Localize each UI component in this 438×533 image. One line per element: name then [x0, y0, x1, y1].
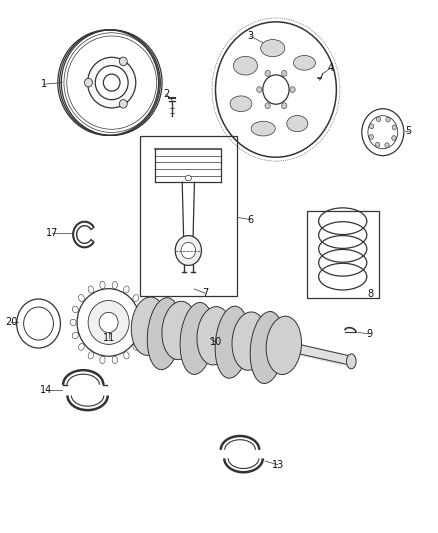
Ellipse shape — [133, 295, 139, 302]
Ellipse shape — [99, 312, 118, 333]
Ellipse shape — [232, 312, 267, 370]
Ellipse shape — [251, 121, 275, 136]
Ellipse shape — [133, 343, 139, 350]
Text: 7: 7 — [202, 288, 208, 298]
Text: 6: 6 — [247, 215, 254, 224]
Ellipse shape — [230, 96, 252, 111]
Text: 3: 3 — [247, 31, 254, 41]
Ellipse shape — [370, 124, 374, 129]
Ellipse shape — [88, 352, 94, 359]
Ellipse shape — [88, 58, 136, 108]
Ellipse shape — [181, 243, 195, 259]
Ellipse shape — [287, 116, 308, 132]
Ellipse shape — [78, 295, 85, 302]
Ellipse shape — [385, 143, 389, 148]
Ellipse shape — [392, 125, 396, 130]
Ellipse shape — [119, 57, 127, 66]
Ellipse shape — [77, 289, 140, 356]
Ellipse shape — [250, 311, 284, 384]
Ellipse shape — [72, 306, 78, 313]
Polygon shape — [285, 341, 350, 365]
Ellipse shape — [362, 109, 404, 156]
Ellipse shape — [266, 316, 301, 375]
Ellipse shape — [112, 356, 117, 364]
Text: 11: 11 — [102, 334, 115, 343]
Ellipse shape — [100, 356, 105, 364]
Ellipse shape — [282, 70, 287, 76]
Ellipse shape — [215, 22, 336, 157]
Text: 14: 14 — [40, 385, 52, 395]
Ellipse shape — [293, 55, 315, 70]
Ellipse shape — [282, 103, 287, 109]
Ellipse shape — [368, 116, 398, 149]
Text: 9: 9 — [366, 329, 372, 338]
Ellipse shape — [112, 281, 117, 289]
Ellipse shape — [124, 352, 129, 359]
Ellipse shape — [141, 319, 147, 326]
Ellipse shape — [180, 302, 214, 375]
Ellipse shape — [197, 306, 232, 365]
Text: 10: 10 — [210, 337, 222, 347]
Ellipse shape — [88, 286, 94, 293]
Ellipse shape — [139, 306, 145, 313]
Text: 1: 1 — [41, 79, 47, 89]
Ellipse shape — [124, 286, 129, 293]
Ellipse shape — [369, 134, 374, 139]
Ellipse shape — [72, 332, 78, 339]
Text: 20: 20 — [5, 318, 17, 327]
Ellipse shape — [265, 103, 270, 109]
Ellipse shape — [17, 299, 60, 348]
Ellipse shape — [95, 66, 128, 100]
Ellipse shape — [290, 87, 295, 93]
Ellipse shape — [147, 297, 181, 370]
Ellipse shape — [257, 87, 262, 93]
Ellipse shape — [78, 343, 85, 350]
Text: 5: 5 — [406, 126, 412, 136]
Text: 8: 8 — [367, 289, 374, 299]
Ellipse shape — [375, 142, 380, 147]
Text: 2: 2 — [163, 90, 170, 99]
Text: 17: 17 — [46, 229, 58, 238]
Ellipse shape — [85, 78, 92, 87]
Ellipse shape — [185, 175, 191, 181]
Ellipse shape — [70, 319, 76, 326]
Ellipse shape — [175, 236, 201, 265]
Ellipse shape — [261, 39, 285, 56]
Ellipse shape — [386, 117, 390, 122]
Ellipse shape — [88, 301, 129, 344]
Ellipse shape — [263, 75, 289, 104]
Ellipse shape — [346, 354, 356, 369]
Ellipse shape — [265, 70, 270, 76]
Ellipse shape — [100, 281, 105, 289]
Ellipse shape — [139, 332, 145, 339]
Text: 13: 13 — [272, 460, 284, 470]
Ellipse shape — [119, 100, 127, 108]
Ellipse shape — [376, 117, 381, 122]
Ellipse shape — [24, 307, 53, 340]
Ellipse shape — [392, 135, 396, 140]
Text: 4: 4 — [328, 63, 334, 73]
Ellipse shape — [131, 297, 166, 356]
Ellipse shape — [215, 306, 249, 378]
Ellipse shape — [233, 56, 258, 75]
Ellipse shape — [162, 301, 197, 360]
